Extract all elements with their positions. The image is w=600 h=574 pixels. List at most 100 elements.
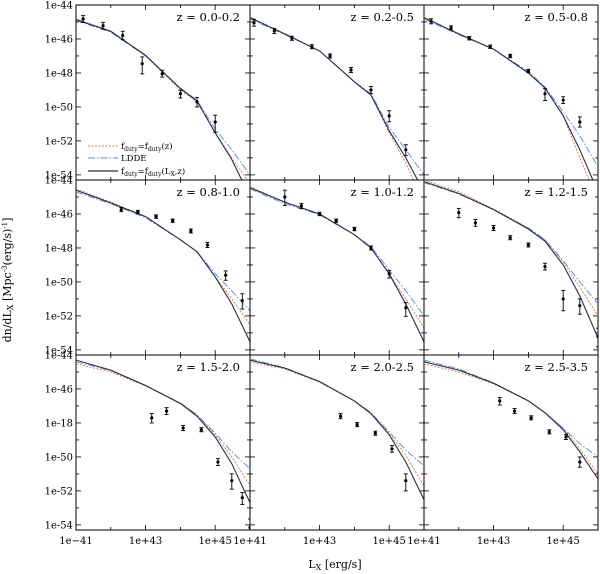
data-point bbox=[160, 72, 164, 76]
data-point bbox=[578, 120, 582, 124]
data-point bbox=[181, 426, 185, 430]
data-point bbox=[195, 100, 199, 104]
data-point bbox=[205, 243, 210, 247]
y-tick-label: 1e-44 bbox=[45, 1, 73, 12]
data-point bbox=[429, 19, 433, 23]
data-point bbox=[189, 229, 193, 233]
data-point bbox=[404, 479, 408, 483]
series-line-f-duty-f-duty-l-x-z- bbox=[76, 359, 250, 504]
panel-title: z = 1.2-1.5 bbox=[525, 185, 588, 199]
data-point bbox=[349, 68, 353, 72]
series-line-f-duty-f-duty-z- bbox=[250, 186, 424, 329]
data-point bbox=[240, 298, 244, 303]
legend: fduty=fduty(z) LDDE fduty=fduty(LX,z) bbox=[88, 141, 185, 178]
series-line-f-duty-f-duty-z- bbox=[76, 188, 250, 326]
panel-4: 1e-44 1e-46 1e-48 1e-50 1e-52 1e-54 z = 0.8-1.… bbox=[45, 176, 251, 356]
y-tick-label: 1e-46 bbox=[45, 384, 73, 395]
series-line-f-duty-f-duty-l-x-z- bbox=[250, 187, 424, 343]
data-point bbox=[564, 435, 568, 439]
data-point bbox=[561, 98, 565, 102]
data-point bbox=[387, 114, 391, 118]
y-tick-label: 1e-54 bbox=[45, 345, 73, 356]
series-line-f-duty-f-duty-l-x-z- bbox=[76, 189, 250, 343]
data-point bbox=[596, 335, 598, 339]
panel-frame bbox=[423, 179, 599, 356]
series-line-f-duty-f-duty-z- bbox=[76, 18, 248, 180]
panel-6: z = 1.2-1.5 bbox=[423, 179, 599, 356]
x-tick-label: 1e+43 bbox=[129, 536, 162, 547]
series-line-ldde bbox=[76, 191, 250, 312]
y-tick-label: 1e-46 bbox=[45, 34, 73, 45]
panel-title: z = 1.5-2.0 bbox=[177, 360, 240, 374]
series-line-f-duty-f-duty-z- bbox=[424, 180, 598, 317]
data-point bbox=[543, 92, 547, 96]
y-tick-label: 1e-48 bbox=[45, 68, 73, 79]
panel-8: 1e+41 1e+43 1e+45 z = 2.0-2.5 bbox=[233, 354, 425, 547]
data-point bbox=[457, 211, 461, 215]
data-point bbox=[369, 88, 373, 92]
panel-curves bbox=[424, 16, 598, 180]
panel-title: z = 2.5-3.5 bbox=[525, 360, 588, 374]
series-line-f-duty-f-duty-z- bbox=[250, 16, 414, 180]
x-tick-label: 1e+45 bbox=[547, 536, 580, 547]
panels-layer: 1e-44 1e-46 1e-48 1e-50 1e-52 1e-54 z = 0.0-0.… bbox=[45, 1, 599, 547]
x-tick-label: 1e+45 bbox=[373, 536, 406, 547]
data-point bbox=[334, 219, 338, 223]
data-point bbox=[467, 36, 471, 40]
panel-frame bbox=[249, 179, 425, 356]
y-tick-label: 1e-18 bbox=[45, 418, 73, 429]
legend-label-fduty-lz: fduty=fduty(LX,z) bbox=[121, 166, 185, 178]
data-point bbox=[543, 264, 547, 269]
series-line-f-duty-f-duty-z- bbox=[424, 16, 590, 180]
data-point bbox=[290, 36, 294, 40]
x-tick-label: 1e−41 bbox=[59, 536, 92, 547]
data-point bbox=[121, 33, 125, 38]
panel-curves bbox=[424, 180, 598, 348]
x-tick-label: 1e+41 bbox=[233, 536, 266, 547]
data-point bbox=[150, 416, 154, 420]
data-point bbox=[213, 120, 217, 124]
series-line-f-duty-f-duty-z- bbox=[424, 363, 598, 475]
data-point bbox=[178, 92, 182, 96]
x-tick-label: 1e+43 bbox=[303, 536, 336, 547]
data-point bbox=[164, 409, 169, 413]
data-point bbox=[338, 414, 343, 418]
data-point bbox=[373, 431, 377, 435]
data-point bbox=[508, 236, 512, 240]
legend-label-fduty-z: fduty=fduty(z) bbox=[121, 141, 173, 153]
panel-curves bbox=[76, 188, 250, 343]
y-tick-label: 1e-54 bbox=[45, 170, 73, 181]
x-tick-label: 1e+41 bbox=[407, 536, 440, 547]
series-line-f-duty-f-duty-l-x-z- bbox=[250, 359, 424, 501]
panel-title: z = 0.5-0.8 bbox=[525, 10, 588, 24]
panel-9: 1e+41 1e+43 1e+45 z = 2.5-3.5 bbox=[407, 354, 599, 547]
series-line-f-duty-f-duty-z- bbox=[76, 363, 250, 487]
data-point bbox=[369, 246, 373, 250]
data-point bbox=[508, 54, 512, 58]
data-point bbox=[136, 210, 140, 214]
data-point bbox=[154, 215, 158, 219]
y-tick-label: 1e-52 bbox=[45, 311, 73, 322]
panel-curves bbox=[250, 16, 424, 180]
panel-frame bbox=[423, 354, 599, 531]
series-line-ldde bbox=[424, 18, 598, 168]
data-point bbox=[526, 69, 531, 73]
y-tick-label: 1e-52 bbox=[45, 486, 73, 497]
panel-7: 1e-44 1e-46 1e-18 1e-50 1e-52 1e-54 1e−41 1e+43… bbox=[45, 351, 251, 547]
panel-frame bbox=[423, 4, 599, 181]
series-line-f-duty-f-duty-l-x-z- bbox=[76, 18, 243, 180]
data-point bbox=[390, 447, 394, 451]
data-point bbox=[230, 479, 234, 483]
y-tick-label: 1e-48 bbox=[45, 243, 73, 254]
x-tick-label: 1e+45 bbox=[199, 536, 232, 547]
data-point bbox=[140, 62, 144, 66]
data-point bbox=[328, 54, 332, 58]
data-point bbox=[512, 409, 517, 413]
data-point bbox=[283, 195, 287, 199]
data-point bbox=[272, 29, 276, 33]
panel-frame bbox=[249, 4, 425, 181]
data-point bbox=[171, 219, 175, 223]
y-tick-label: 1e-44 bbox=[45, 176, 73, 187]
y-axis-title: dn/dLX [Mpc-3(erg/s)-1] bbox=[1, 218, 15, 343]
